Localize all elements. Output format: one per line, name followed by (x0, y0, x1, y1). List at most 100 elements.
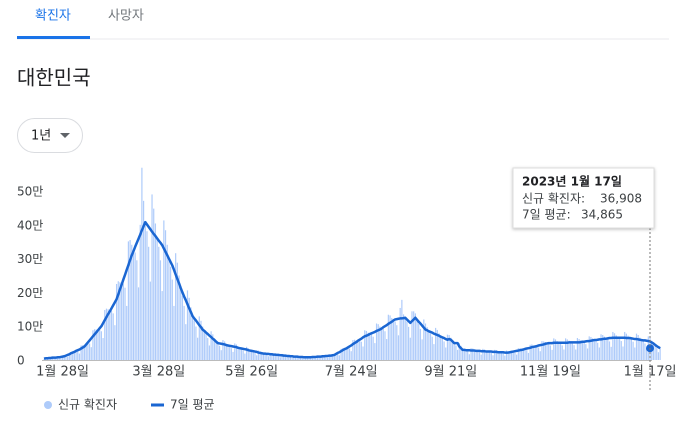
legend-label[interactable]: 7일 평균 (170, 398, 215, 412)
range-button[interactable] (17, 118, 83, 153)
bar (318, 355, 320, 360)
bar (595, 341, 597, 360)
bar (553, 338, 555, 360)
bar (585, 344, 587, 360)
bar (61, 356, 64, 360)
bar (294, 355, 297, 360)
bar (245, 346, 248, 360)
bar (235, 344, 238, 360)
bar (416, 319, 418, 360)
bar (381, 328, 383, 360)
bar (646, 348, 648, 360)
bar (460, 345, 462, 360)
bar (119, 282, 121, 360)
bar (570, 342, 572, 360)
bar (170, 266, 172, 360)
bar (389, 315, 391, 360)
bar (392, 320, 395, 360)
bar (352, 340, 354, 360)
bar (183, 305, 185, 360)
bar (220, 350, 222, 360)
line (43, 220, 661, 360)
bar (374, 343, 376, 360)
bar (144, 222, 146, 360)
bar (556, 341, 558, 360)
bar (114, 325, 116, 360)
bar (326, 357, 329, 360)
bar (99, 329, 101, 360)
bar (266, 354, 268, 360)
bar (576, 338, 579, 360)
bar (578, 339, 580, 360)
bar (612, 331, 614, 360)
bar (377, 324, 379, 360)
bar (310, 357, 312, 360)
bar (441, 338, 443, 360)
tooltip-box (512, 167, 655, 229)
tab[interactable]: 사망자 (108, 9, 144, 24)
bar (82, 345, 84, 360)
bar (656, 348, 658, 360)
bar (222, 340, 224, 360)
bar (580, 340, 582, 360)
bar (288, 356, 290, 360)
bar (53, 357, 55, 360)
bar (619, 338, 621, 360)
bar (234, 343, 236, 360)
bar (134, 252, 136, 360)
bar (237, 346, 239, 360)
bar (485, 350, 487, 360)
bar (642, 341, 644, 360)
bar (251, 350, 253, 360)
bar (537, 347, 540, 360)
x-tick-label: 11월 19일 (520, 365, 581, 380)
bar (175, 253, 177, 360)
bar (602, 334, 604, 360)
bar (472, 348, 474, 360)
tooltip-value: 34,865 (581, 208, 623, 222)
bar (644, 343, 646, 360)
bar (468, 354, 470, 360)
bar (333, 354, 335, 360)
bar (244, 353, 246, 360)
bar (509, 351, 511, 360)
bar (600, 334, 602, 360)
bar (191, 316, 194, 360)
bar (375, 323, 378, 360)
bar (137, 287, 140, 360)
legend-label[interactable]: 신규 확진자 (58, 398, 117, 412)
bar (247, 348, 249, 360)
bar (617, 337, 619, 360)
legend-marker (44, 401, 52, 409)
bar (588, 336, 590, 360)
bar (477, 351, 479, 360)
bar (185, 324, 187, 360)
bar (418, 323, 420, 360)
bar (504, 355, 506, 360)
bar (527, 352, 530, 360)
bar (161, 291, 163, 360)
bar (337, 353, 339, 360)
bar (136, 260, 138, 360)
bar (404, 317, 406, 360)
bar (168, 258, 170, 360)
bar (88, 343, 91, 360)
bar (239, 348, 241, 360)
bar (85, 344, 87, 360)
bar (43, 359, 45, 360)
bar (462, 348, 464, 360)
bar (286, 355, 288, 360)
bar (387, 314, 389, 360)
tooltip-value: 36,908 (600, 192, 642, 206)
bar (303, 358, 305, 360)
x-tick-label: 3월 28일 (132, 365, 185, 380)
bar (568, 340, 570, 360)
bar (338, 355, 341, 360)
bar (70, 351, 72, 360)
bar (370, 334, 373, 360)
x-tick-label: 1월 28일 (36, 365, 89, 380)
dropdown-caret (60, 133, 70, 138)
tab[interactable]: 확진자 (35, 9, 71, 24)
bar (296, 356, 298, 360)
